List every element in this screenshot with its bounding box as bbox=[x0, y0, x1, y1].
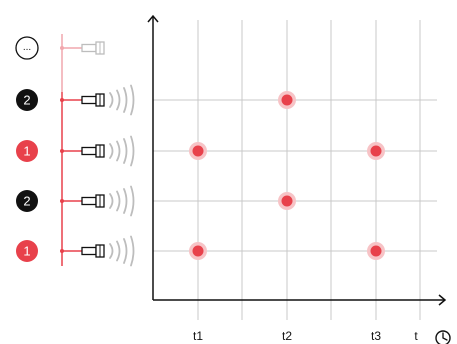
x-tick-labels: t1 t2 t3 t bbox=[193, 329, 451, 344]
event-dot-core bbox=[281, 94, 293, 106]
sensor-row: ... bbox=[15, 36, 105, 60]
x-tick-label: t1 bbox=[193, 329, 203, 343]
clock-hands bbox=[442, 332, 448, 341]
x-tick-label: t2 bbox=[282, 329, 292, 343]
sensor-body bbox=[81, 246, 97, 256]
signal-wave bbox=[130, 235, 135, 267]
signal-wave bbox=[130, 185, 135, 217]
event-dot bbox=[367, 142, 385, 160]
event-dot-core bbox=[370, 245, 382, 257]
grid bbox=[153, 20, 437, 320]
sensor-body bbox=[81, 43, 97, 53]
event-dot bbox=[189, 242, 207, 260]
x-axis-arrow bbox=[438, 294, 447, 306]
event-dot-core bbox=[281, 195, 293, 207]
sensor-rows: ... 2 1 2 1 bbox=[15, 36, 135, 267]
row-badge bbox=[16, 140, 38, 162]
signal-wave bbox=[123, 188, 128, 214]
signal-wave bbox=[123, 238, 128, 264]
sensor-row: 2 bbox=[16, 84, 135, 116]
signal-wave bbox=[109, 243, 114, 259]
y-axis-arrow bbox=[147, 14, 159, 23]
signal-wave bbox=[130, 84, 135, 116]
signal-wave bbox=[109, 193, 114, 209]
event-dots bbox=[189, 91, 385, 260]
signal-wave bbox=[116, 240, 121, 262]
axes bbox=[147, 14, 447, 306]
event-dot bbox=[278, 192, 296, 210]
row-badge bbox=[16, 89, 38, 111]
row-badge-label: ... bbox=[23, 42, 31, 53]
event-dot bbox=[278, 91, 296, 109]
sensor-row: 1 bbox=[16, 135, 135, 167]
signal-wave bbox=[109, 143, 114, 159]
sensor-body bbox=[81, 196, 97, 206]
row-badge-label: 1 bbox=[23, 144, 30, 159]
x-tick-label: t3 bbox=[371, 329, 381, 343]
sensor-row: 1 bbox=[16, 235, 135, 267]
x-axis-label: t bbox=[414, 329, 418, 343]
row-badge bbox=[16, 240, 38, 262]
sensor-body bbox=[81, 146, 97, 156]
signal-wave bbox=[123, 87, 128, 113]
row-badge bbox=[15, 36, 39, 60]
signal-wave bbox=[116, 89, 121, 111]
row-badge-label: 2 bbox=[23, 194, 30, 209]
signal-wave bbox=[130, 135, 135, 167]
event-dot bbox=[189, 142, 207, 160]
row-badge-label: 1 bbox=[23, 244, 30, 259]
event-dot-core bbox=[192, 245, 204, 257]
signal-wave bbox=[116, 140, 121, 162]
event-dot-core bbox=[370, 145, 382, 157]
row-badge bbox=[16, 190, 38, 212]
sensor-row: 2 bbox=[16, 185, 135, 217]
signal-wave bbox=[123, 138, 128, 164]
sensor-body bbox=[81, 95, 97, 105]
signal-wave bbox=[109, 92, 114, 108]
event-dot-core bbox=[192, 145, 204, 157]
row-badge-label: 2 bbox=[23, 93, 30, 108]
clock-face bbox=[435, 330, 451, 344]
signal-wave bbox=[116, 190, 121, 212]
clock-icon bbox=[435, 330, 451, 344]
event-dot bbox=[367, 242, 385, 260]
